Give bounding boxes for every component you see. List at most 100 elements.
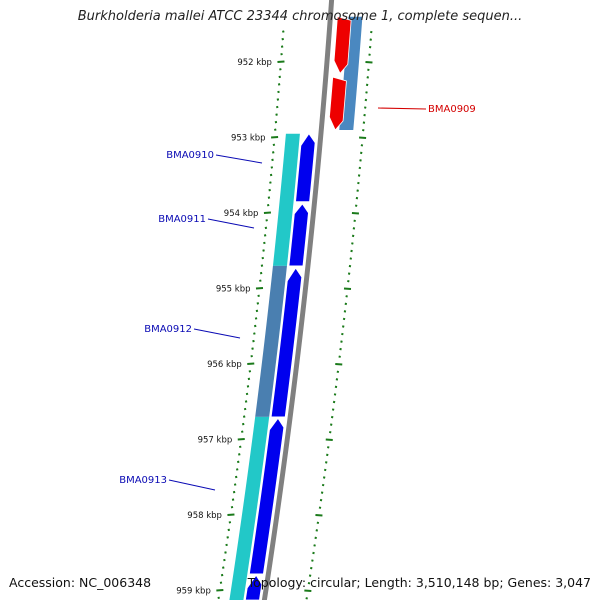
tick-mark (349, 257, 353, 260)
tick-mark (363, 113, 366, 117)
cds-arrow (295, 133, 316, 203)
tick-mark (271, 151, 275, 154)
tick-mark (256, 302, 260, 305)
tick-mark (264, 226, 268, 230)
tick-mark (360, 144, 364, 147)
tick-mark (263, 234, 267, 237)
tick-mark (257, 294, 260, 298)
gene-bar-bma0911 (255, 265, 287, 417)
tick-mark (343, 287, 352, 290)
tick-mark (362, 121, 366, 124)
tick-label: 953 kbp (231, 134, 266, 144)
tick-mark (318, 506, 322, 509)
tick-mark (248, 370, 252, 373)
tick-mark (274, 128, 277, 131)
tick-mark (353, 219, 356, 223)
tick-mark (334, 385, 338, 389)
tick-mark (260, 264, 264, 267)
tick-mark (252, 339, 255, 343)
tick-mark (227, 513, 235, 516)
tick-mark (216, 589, 224, 592)
tick-mark (270, 166, 274, 169)
tick-mark (359, 159, 362, 162)
tick-mark (279, 68, 282, 71)
tick-mark (272, 143, 276, 147)
tick-mark (354, 204, 358, 207)
tick-mark (305, 597, 308, 600)
tick-mark (330, 415, 334, 419)
tick-label: 956 kbp (207, 360, 242, 370)
tick-label: 954 kbp (224, 209, 259, 219)
inner-tick-marks (216, 30, 285, 600)
gene-bar-bma0910 (272, 133, 300, 266)
tick-mark (362, 128, 365, 132)
tick-mark (235, 468, 239, 471)
map-title: Burkholderia mallei ATCC 23344 chromosom… (77, 9, 523, 24)
tick-mark (227, 528, 231, 532)
tick-mark (365, 91, 368, 94)
tick-mark (332, 400, 336, 404)
tick-mark (351, 234, 355, 238)
tick-label: 958 kbp (187, 511, 222, 521)
tick-mark (261, 256, 265, 260)
tick-mark (251, 347, 254, 350)
tick-mark (351, 212, 360, 215)
leader-line (168, 479, 216, 491)
tick-mark (355, 196, 359, 200)
tick-mark (259, 271, 263, 275)
tick-mark (326, 453, 329, 457)
tick-mark (335, 378, 339, 381)
tick-label: 955 kbp (216, 285, 251, 295)
leader-line (207, 218, 255, 229)
tick-mark (255, 287, 264, 290)
tick-mark (259, 279, 262, 282)
tick-mark (359, 136, 367, 139)
cds-arrow (244, 574, 263, 600)
leader-line (377, 107, 427, 110)
tick-mark (269, 173, 273, 177)
gene-label-bma0912: BMA0912 (144, 324, 192, 335)
gene-bar-bma0913 (229, 416, 270, 600)
tick-mark (268, 188, 271, 192)
tick-mark (304, 589, 312, 592)
tick-mark (242, 415, 246, 418)
tick-mark (365, 61, 373, 64)
tick-mark (328, 430, 332, 434)
tick-mark (230, 505, 234, 509)
tick-mark (365, 83, 369, 87)
tick-mark (367, 68, 370, 72)
tick-mark (228, 521, 232, 524)
tick-mark (267, 196, 271, 199)
tick-mark (342, 317, 346, 321)
tick-mark (323, 468, 327, 472)
tick-mark (363, 106, 367, 109)
tick-mark (253, 324, 257, 328)
tick-mark (224, 551, 227, 554)
tick-mark (271, 136, 279, 139)
tick-mark (281, 37, 284, 41)
tick-mark (277, 60, 285, 63)
tick-mark (246, 385, 250, 388)
cds-arrow (270, 267, 303, 418)
tick-mark (220, 573, 224, 577)
feature-tracks (229, 16, 363, 600)
tick-mark (277, 90, 280, 94)
tick-mark (237, 438, 245, 441)
tick-mark (311, 559, 314, 562)
tick-label: 957 kbp (198, 436, 233, 446)
tick-mark (352, 227, 356, 230)
tick-mark (350, 249, 353, 253)
tick-mark (278, 75, 281, 79)
tick-mark (250, 354, 253, 358)
tick-mark (275, 113, 278, 116)
topology-summary: Topology: circular; Length: 3,510,148 bp… (247, 575, 591, 590)
tick-mark (308, 574, 312, 577)
tick-label: 952 kbp (237, 58, 272, 68)
tick-mark (243, 407, 247, 411)
tick-mark (307, 581, 311, 585)
tick-mark (364, 98, 368, 102)
tick-mark (343, 310, 347, 313)
tick-mark (263, 211, 272, 214)
tick-mark (245, 392, 249, 396)
